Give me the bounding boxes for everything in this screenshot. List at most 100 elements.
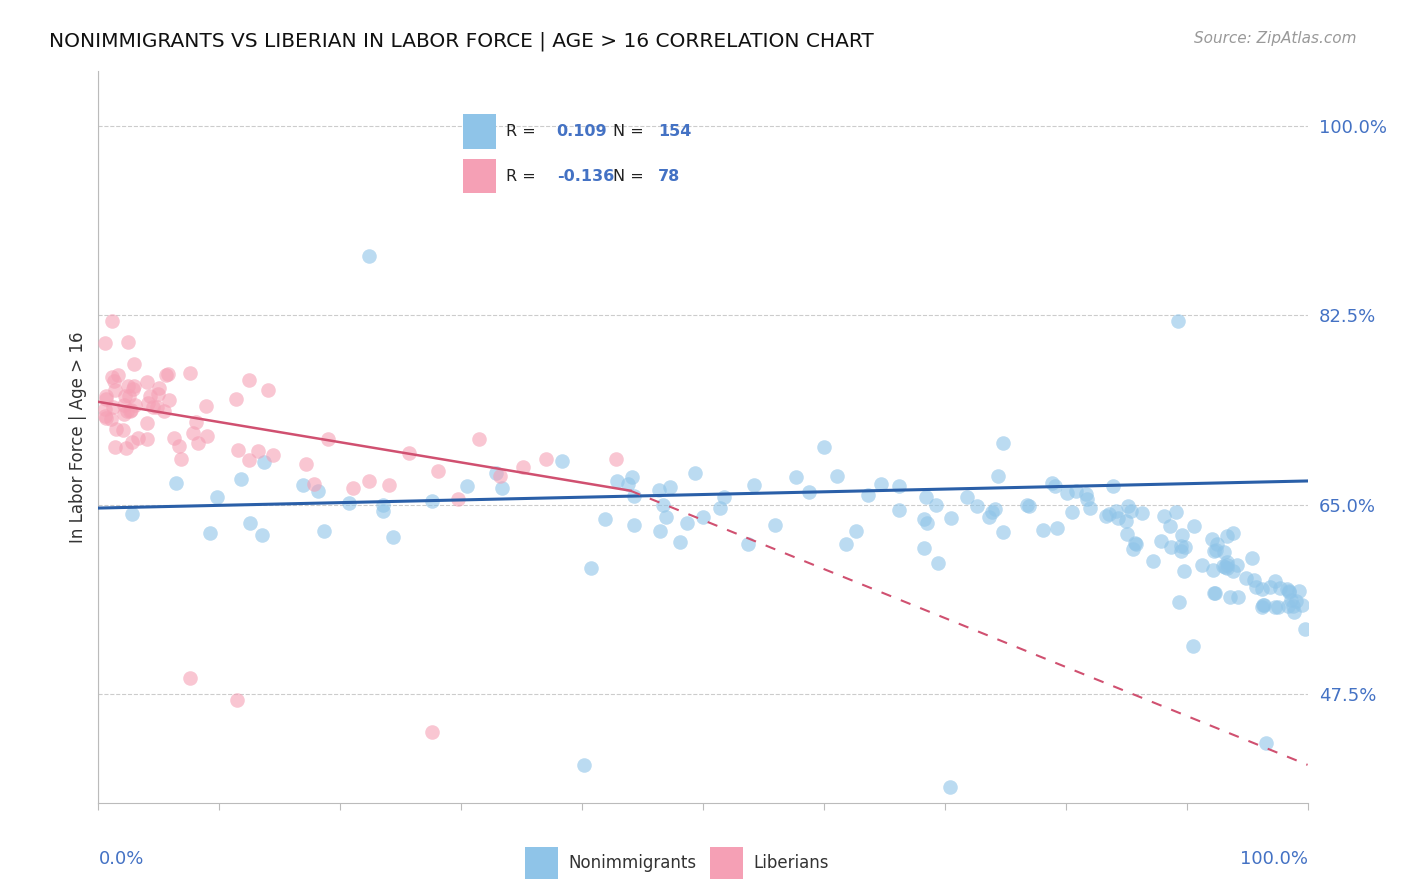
Point <box>121 507 143 521</box>
Point <box>136 395 159 409</box>
Point <box>692 510 714 524</box>
Point <box>650 524 672 538</box>
Point <box>163 432 186 446</box>
Point <box>713 491 735 505</box>
Point <box>572 757 595 772</box>
Point <box>987 469 1010 483</box>
Point <box>135 375 157 389</box>
Point <box>623 517 645 532</box>
Point <box>1216 561 1239 575</box>
Point <box>1204 544 1226 558</box>
Point <box>1017 498 1039 512</box>
Point <box>142 400 165 414</box>
Point <box>103 374 125 388</box>
Point <box>763 517 786 532</box>
Point <box>1204 586 1226 600</box>
Point <box>339 496 361 510</box>
Point <box>1251 599 1274 613</box>
Point <box>1264 600 1286 615</box>
Point <box>1253 599 1275 613</box>
Point <box>1174 541 1197 555</box>
Point <box>198 526 221 541</box>
Point <box>1291 598 1313 612</box>
Point <box>101 369 124 384</box>
Point <box>1275 582 1298 596</box>
Point <box>1167 313 1189 327</box>
Point <box>915 490 938 504</box>
Point <box>1226 558 1249 573</box>
Point <box>1288 584 1310 599</box>
Point <box>1216 529 1239 543</box>
Point <box>1250 582 1272 596</box>
Point <box>1074 486 1097 500</box>
Point <box>1115 527 1137 541</box>
Point <box>1222 565 1244 579</box>
Point <box>246 444 269 458</box>
Point <box>1278 585 1301 599</box>
Point <box>1056 485 1078 500</box>
Point <box>1115 515 1137 529</box>
Point <box>398 446 420 460</box>
Point <box>939 780 962 794</box>
Point <box>112 407 135 421</box>
Point <box>835 537 858 551</box>
Point <box>1150 533 1173 548</box>
Point <box>1267 599 1289 614</box>
Point <box>581 561 603 575</box>
Point <box>1107 511 1129 525</box>
Point <box>225 693 247 707</box>
Point <box>112 398 135 412</box>
Point <box>187 436 209 450</box>
Point <box>669 535 692 549</box>
Point <box>593 512 616 526</box>
Point <box>165 476 187 491</box>
Point <box>984 502 1007 516</box>
Point <box>377 478 399 492</box>
Point <box>170 452 193 467</box>
Point <box>605 452 627 467</box>
Point <box>229 472 252 486</box>
Point <box>1130 506 1153 520</box>
Text: NONIMMIGRANTS VS LIBERIAN IN LABOR FORCE | AGE > 16 CORRELATION CHART: NONIMMIGRANTS VS LIBERIAN IN LABOR FORCE… <box>49 31 875 51</box>
Point <box>488 468 510 483</box>
Point <box>652 498 675 512</box>
Point <box>1173 564 1195 578</box>
Point <box>104 384 127 398</box>
Point <box>1122 542 1144 557</box>
Point <box>742 478 765 492</box>
Point <box>485 467 508 481</box>
Point <box>1216 558 1239 573</box>
Point <box>468 432 491 446</box>
Point <box>155 368 177 383</box>
Point <box>1184 518 1206 533</box>
Point <box>1241 550 1264 565</box>
Point <box>357 475 380 489</box>
Point <box>114 389 136 403</box>
Text: Source: ZipAtlas.com: Source: ZipAtlas.com <box>1194 31 1357 46</box>
Point <box>1258 580 1281 594</box>
Point <box>94 335 117 350</box>
Point <box>1191 558 1213 573</box>
Point <box>1167 594 1189 608</box>
Point <box>1170 540 1192 554</box>
Point <box>1222 525 1244 540</box>
Point <box>1164 505 1187 519</box>
Point <box>115 441 138 455</box>
Point <box>239 516 262 530</box>
Point <box>120 404 142 418</box>
Point <box>845 524 868 539</box>
Point <box>136 432 159 446</box>
Point <box>96 392 118 407</box>
Point <box>1042 475 1064 490</box>
Point <box>1201 532 1223 546</box>
Point <box>1285 594 1308 608</box>
Point <box>1264 574 1286 588</box>
Point <box>709 501 731 516</box>
Point <box>153 404 176 418</box>
Point <box>1282 605 1305 619</box>
Point <box>96 411 118 425</box>
Point <box>456 479 478 493</box>
Point <box>179 366 201 380</box>
Point <box>551 454 574 468</box>
Point <box>100 313 122 327</box>
